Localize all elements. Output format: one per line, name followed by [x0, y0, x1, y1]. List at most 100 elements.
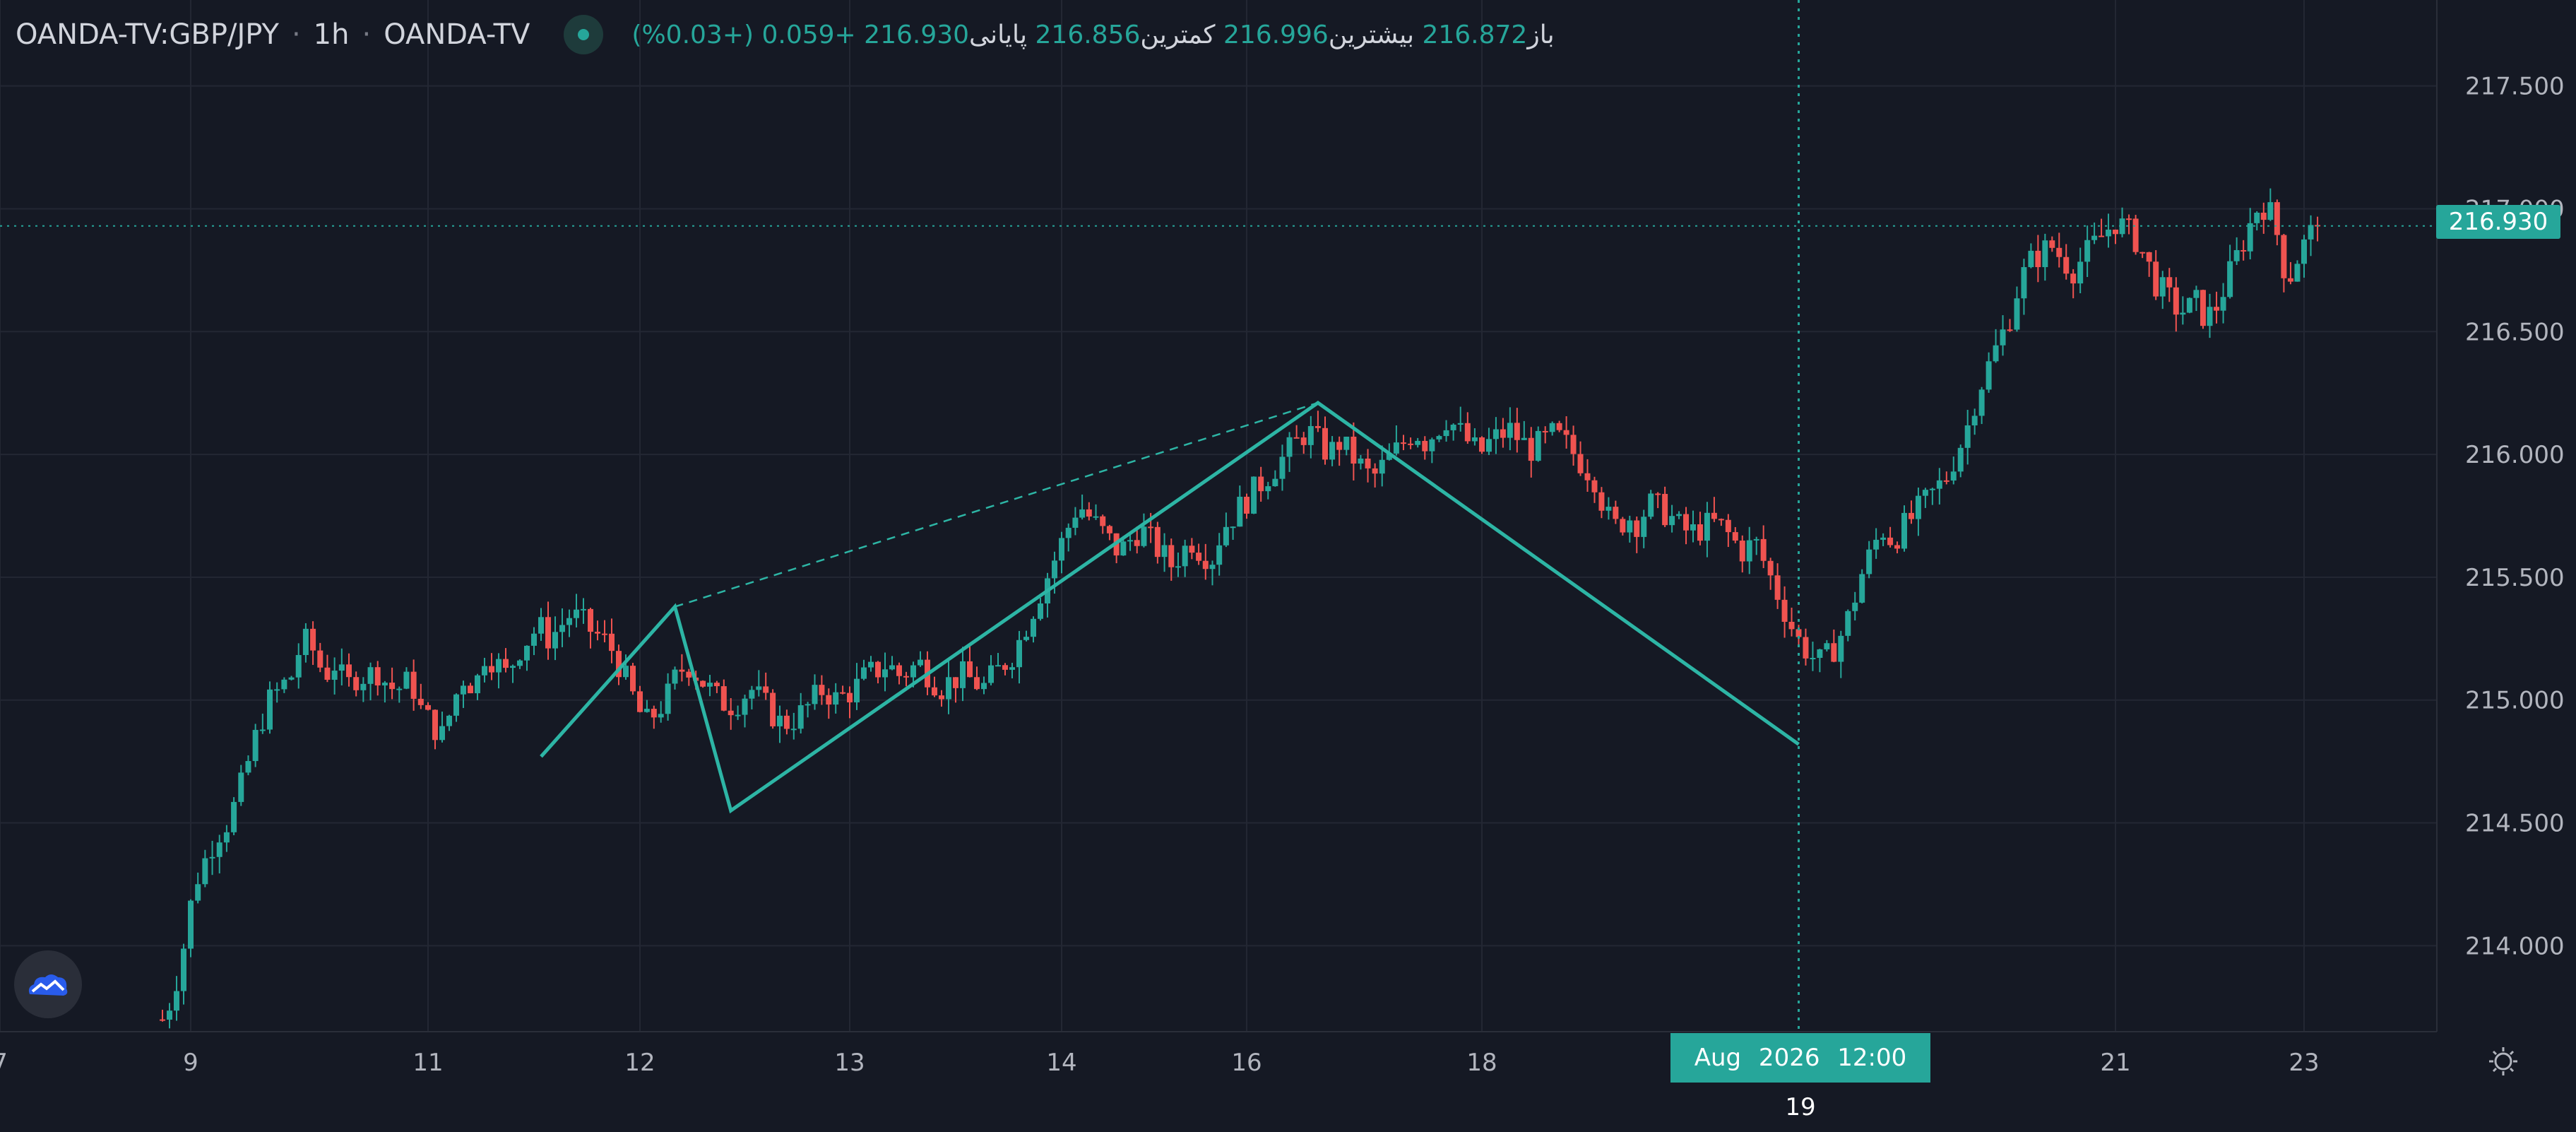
candle-body [967, 661, 973, 678]
candle-body [805, 704, 811, 706]
candle-body [1393, 442, 1399, 454]
candle-body [602, 633, 607, 635]
candle-body [1929, 488, 1935, 490]
candle-body [461, 685, 466, 695]
candle-body [1314, 425, 1321, 428]
time-axis[interactable]: 7 9 11 12 13 14 16 18 21 23 [0, 1049, 2320, 1077]
high-value: 216.996 [1223, 20, 1329, 49]
candle-body [1016, 639, 1022, 668]
candle-body [496, 659, 501, 673]
candle-body [396, 688, 403, 690]
candle-body [1613, 507, 1619, 519]
candle-body [302, 628, 309, 656]
candle-body [538, 617, 544, 634]
time-tick-label: 11 [412, 1049, 443, 1077]
candle-body [552, 632, 558, 649]
candle-body [267, 689, 273, 730]
candle-body [1880, 537, 1887, 540]
candle-body [1683, 514, 1690, 531]
candle-body [1971, 415, 1978, 425]
candle-body [1223, 526, 1229, 546]
candle-body [875, 661, 881, 678]
tradingview-cloud-icon[interactable] [14, 950, 82, 1018]
candle-body [1500, 429, 1506, 438]
candle-body [1479, 437, 1485, 452]
candle-body [2220, 297, 2226, 311]
symbol-name[interactable]: OANDA-TV:GBP/JPY [16, 18, 279, 51]
candle-body [181, 948, 186, 991]
candle-body [840, 692, 846, 694]
candle-body [763, 686, 769, 693]
candle-body [489, 666, 494, 673]
candle-body [1300, 437, 1307, 445]
candle-body [1002, 665, 1008, 670]
candle-body [1866, 549, 1872, 574]
candle-body [777, 715, 783, 726]
candle-body [1908, 512, 1914, 519]
candle-body [2077, 261, 2084, 284]
candle-body [1570, 435, 1577, 454]
candle-body [1059, 538, 1064, 561]
candle-body [468, 685, 473, 694]
time-tick-label: 13 [834, 1049, 865, 1077]
candle-body [288, 677, 295, 680]
candle-body [720, 686, 727, 711]
candle-body [1838, 635, 1844, 662]
price-chart[interactable]: 217.500217.000216.500216.000215.500215.0… [0, 0, 2576, 1092]
candle-body [707, 683, 713, 687]
candle-body [2049, 240, 2055, 248]
candle-body [1845, 611, 1851, 636]
pattern-drawing[interactable] [540, 401, 1800, 814]
candle-body [2056, 247, 2062, 257]
candle-body [195, 884, 201, 901]
candle-body [1824, 643, 1830, 649]
candlestick-series [160, 188, 2321, 1029]
candle-body [981, 683, 987, 690]
candle-body [1322, 428, 1328, 460]
candle-body [2146, 252, 2152, 262]
candle-body [1852, 602, 1858, 611]
price-tick-label: 216.000 [2465, 441, 2565, 469]
candle-body [517, 660, 523, 666]
candle-body [1986, 361, 1992, 390]
candle-body [2308, 225, 2314, 240]
candle-body [595, 632, 600, 634]
candle-body [295, 655, 302, 678]
candle-body [939, 695, 944, 700]
candle-body [1202, 560, 1209, 570]
candle-body [1258, 476, 1264, 492]
candle-body [1196, 553, 1202, 561]
candle-body [202, 858, 208, 885]
candle-body [2193, 290, 2200, 298]
candle-body [223, 832, 230, 843]
price-tick-label: 215.000 [2465, 687, 2565, 715]
candle-body [1760, 538, 1767, 561]
candle-body [238, 772, 244, 802]
price-tick-label: 215.500 [2465, 564, 2565, 592]
candle-body [960, 661, 966, 688]
gear-icon[interactable] [2486, 1044, 2520, 1078]
candle-body [167, 1010, 172, 1020]
candle-body [623, 666, 629, 678]
interval-label[interactable]: 1h [313, 18, 350, 51]
candle-body [1535, 430, 1541, 461]
candle-body [1272, 478, 1278, 487]
pattern-polyline[interactable] [540, 401, 1800, 814]
candle-body [338, 664, 345, 671]
candle-body [1817, 649, 1823, 658]
candle-body [1450, 424, 1456, 430]
candle-body [559, 625, 565, 632]
close-value: 216.930 [864, 20, 970, 49]
candle-body [1964, 425, 1971, 448]
candle-body [1464, 423, 1471, 442]
candle-body [1704, 512, 1710, 541]
candle-body [1859, 574, 1865, 603]
candle-body [637, 691, 643, 712]
low-value: 216.856 [1035, 20, 1141, 49]
candle-body [1774, 575, 1781, 600]
candle-body [1052, 560, 1057, 579]
market-status-dot-icon[interactable] [564, 15, 604, 54]
candle-body [1641, 517, 1647, 537]
candle-body [2091, 235, 2098, 240]
time-tick-label: 12 [624, 1049, 655, 1077]
